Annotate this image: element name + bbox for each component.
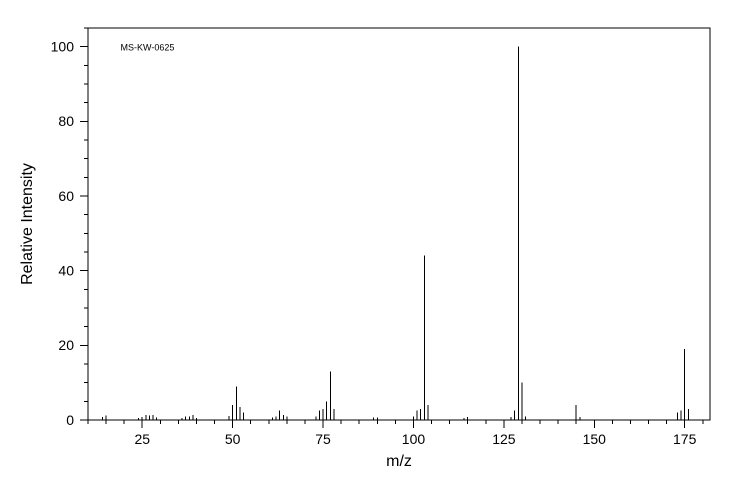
svg-text:40: 40	[58, 263, 74, 279]
svg-text:50: 50	[225, 431, 241, 447]
svg-text:60: 60	[58, 188, 74, 204]
svg-text:Relative Intensity: Relative Intensity	[19, 163, 36, 285]
svg-text:0: 0	[66, 412, 74, 428]
svg-text:75: 75	[315, 431, 331, 447]
svg-text:150: 150	[583, 431, 607, 447]
svg-text:m/z: m/z	[386, 453, 412, 470]
svg-text:25: 25	[134, 431, 150, 447]
svg-text:20: 20	[58, 337, 74, 353]
svg-text:175: 175	[673, 431, 697, 447]
svg-text:125: 125	[492, 431, 516, 447]
mass-spectrum-chart: 25 50 75 100 125 150 175 0 20 40 60 80 100 m/z Relativ…	[0, 0, 744, 500]
svg-text:80: 80	[58, 113, 74, 129]
svg-text:100: 100	[51, 39, 75, 55]
svg-text:100: 100	[402, 431, 426, 447]
svg-text:MS-KW-0625: MS-KW-0625	[121, 42, 175, 52]
